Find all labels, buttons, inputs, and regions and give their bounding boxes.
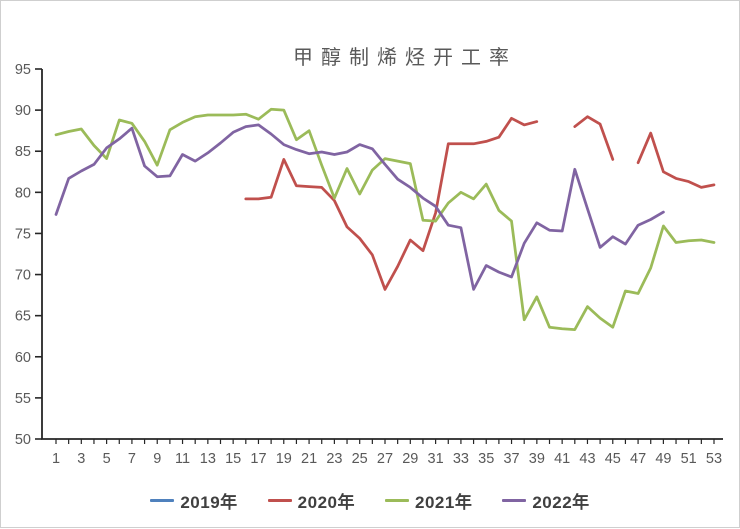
x-axis-tick-label: 17 [250, 451, 266, 467]
series-line-2021 [54, 107, 716, 331]
y-axis-tick-label: 70 [15, 268, 31, 284]
series-line-2022 [54, 123, 665, 291]
x-axis-tick-label: 51 [681, 451, 697, 467]
legend-label-2019: 2019年 [180, 493, 238, 512]
x-axis-tick-label: 31 [428, 451, 444, 467]
x-axis-tick-label: 29 [402, 451, 418, 467]
series-line-2020 [244, 115, 716, 291]
x-axis-tick-label: 45 [605, 451, 621, 467]
y-axis-tick-label: 80 [15, 185, 31, 201]
x-axis-tick-label: 33 [453, 451, 469, 467]
legend-label-2020: 2020年 [297, 493, 355, 512]
chart-title: 甲醇制烯烃开工率 [293, 47, 517, 69]
legend-line-swatch-2019 [150, 498, 175, 503]
x-axis-tick-label: 39 [529, 451, 545, 467]
legend-line-swatch-2021 [385, 498, 409, 503]
x-axis-tick-label: 53 [706, 451, 722, 467]
x-axis-tick-label: 27 [377, 451, 393, 467]
legend-item-2020: 2020年 [267, 488, 355, 513]
x-axis-tick-label: 25 [352, 451, 368, 467]
x-axis-tick-label: 7 [128, 451, 136, 467]
legend-item-2021: 2021年 [385, 488, 472, 513]
x-axis-tick-label: 11 [175, 451, 190, 467]
axis-lines [41, 69, 723, 440]
y-axis-tick-label: 85 [15, 144, 31, 160]
y-axis-tick-label: 75 [15, 226, 31, 242]
x-axis-tick-label: 35 [478, 451, 494, 467]
legend-item-2022: 2022年 [502, 488, 589, 513]
legend-item-2019: 2019年 [150, 488, 237, 513]
x-axis-tick-label: 3 [77, 451, 85, 467]
legend-line-swatch-2020 [267, 498, 292, 503]
x-axis-tick-label: 37 [503, 451, 519, 467]
y-axis-tick-label: 60 [15, 350, 31, 366]
y-axis-tick-label: 95 [15, 62, 31, 78]
x-axis-tick-label: 1 [52, 451, 60, 467]
x-axis-tick-label: 21 [301, 451, 317, 467]
x-axis-tick-label: 5 [103, 451, 111, 467]
y-axis-tick-label: 65 [15, 309, 31, 325]
legend-line-swatch-2022 [502, 498, 527, 503]
x-axis-tick-label: 47 [630, 451, 646, 467]
x-axis-tick-label: 19 [276, 451, 292, 467]
y-axis-tick-label: 90 [15, 103, 31, 119]
x-axis-tick-label: 41 [554, 451, 570, 467]
x-axis-tick-label: 43 [579, 451, 595, 467]
x-axis-tick-label: 9 [153, 451, 161, 467]
y-axis-tick-label: 55 [15, 391, 31, 407]
legend-label-2021: 2021年 [415, 493, 473, 512]
x-axis-tick-label: 13 [200, 451, 216, 467]
x-axis-tick-label: 49 [655, 451, 671, 467]
y-axis-tick-label: 50 [15, 432, 31, 448]
legend-label-2022: 2022年 [532, 493, 590, 512]
x-axis-tick-label: 23 [326, 451, 342, 467]
chart-legend: 2019年 2020年 2021年 2022年 [1, 488, 739, 513]
x-axis-tick-label: 15 [225, 451, 241, 467]
